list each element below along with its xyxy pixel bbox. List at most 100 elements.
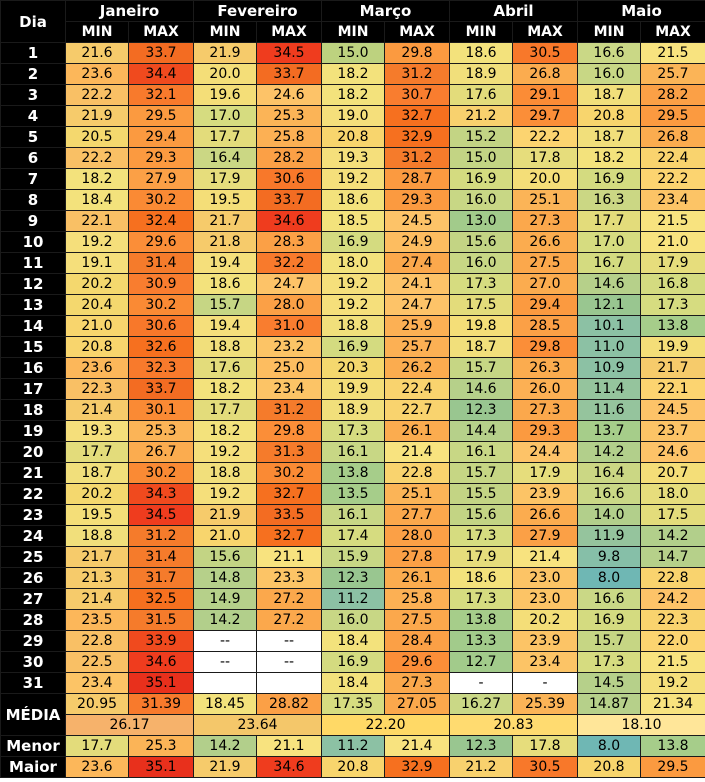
min-temp-cell: 13.8 bbox=[321, 462, 385, 484]
min-temp-cell: -- bbox=[193, 630, 257, 652]
max-temp-cell: 26.1 bbox=[384, 420, 450, 442]
min-temp-cell: 21.0 bbox=[65, 315, 129, 337]
min-temp-cell: 19.2 bbox=[321, 294, 385, 316]
max-temp-cell: 30.2 bbox=[256, 462, 322, 484]
min-temp-cell: 18.2 bbox=[65, 168, 129, 190]
day-number: 12 bbox=[0, 273, 66, 295]
media-cell: 16.27 bbox=[449, 693, 513, 715]
max-temp-cell: 34.6 bbox=[128, 651, 194, 673]
max-temp-cell: 26.8 bbox=[640, 126, 705, 148]
max-temp-cell: 27.4 bbox=[384, 252, 450, 274]
min-temp-cell: 16.6 bbox=[577, 483, 641, 505]
min-temp-cell: 17.7 bbox=[65, 441, 129, 463]
menor-cell: 13.8 bbox=[640, 735, 705, 757]
max-temp-cell: 31.7 bbox=[128, 567, 194, 589]
max-temp-cell: 21.4 bbox=[384, 441, 450, 463]
min-temp-cell: 18.8 bbox=[193, 336, 257, 358]
day-row: 25 21.7 31.4 15.6 21.1 15.9 27.8 17.9 21.4 9.8 14.… bbox=[0, 546, 705, 568]
min-temp-cell: 18.4 bbox=[65, 189, 129, 211]
min-temp-cell: 18.6 bbox=[321, 189, 385, 211]
max-temp-cell: 33.7 bbox=[256, 63, 322, 85]
day-number: 5 bbox=[0, 126, 66, 148]
min-temp-cell: 18.2 bbox=[577, 147, 641, 169]
min-temp-cell: 21.9 bbox=[193, 42, 257, 64]
max-temp-cell: 22.2 bbox=[512, 126, 578, 148]
max-temp-cell: 24.5 bbox=[640, 399, 705, 421]
max-header: MAX bbox=[384, 21, 450, 43]
maior-cell: 34.6 bbox=[256, 756, 322, 778]
maior-cell: 20.8 bbox=[577, 756, 641, 778]
max-temp-cell: 30.2 bbox=[128, 462, 194, 484]
month-header-fevereiro: Fevereiro bbox=[193, 0, 322, 22]
day-number: 9 bbox=[0, 210, 66, 232]
menor-label: Menor bbox=[0, 735, 66, 757]
max-temp-cell: 32.9 bbox=[384, 126, 450, 148]
max-temp-cell: 28.7 bbox=[384, 168, 450, 190]
min-temp-cell: 16.0 bbox=[577, 63, 641, 85]
day-row: 23 19.5 34.5 21.9 33.5 16.1 27.7 15.6 26.6 14.0 17… bbox=[0, 504, 705, 526]
day-number: 31 bbox=[0, 672, 66, 694]
max-temp-cell: 31.4 bbox=[128, 252, 194, 274]
max-temp-cell: 22.4 bbox=[640, 147, 705, 169]
day-number: 3 bbox=[0, 84, 66, 106]
min-temp-cell: 15.6 bbox=[449, 504, 513, 526]
menor-cell: 17.8 bbox=[512, 735, 578, 757]
min-temp-cell: 20.8 bbox=[65, 336, 129, 358]
min-temp-cell: 19.5 bbox=[65, 504, 129, 526]
min-temp-cell: 16.9 bbox=[577, 168, 641, 190]
max-temp-cell: 29.8 bbox=[256, 420, 322, 442]
min-temp-cell: 19.1 bbox=[65, 252, 129, 274]
min-temp-cell: 11.9 bbox=[577, 525, 641, 547]
min-temp-cell: 19.4 bbox=[193, 252, 257, 274]
max-temp-cell: 28.5 bbox=[512, 315, 578, 337]
min-temp-cell: 21.2 bbox=[449, 105, 513, 127]
min-temp-cell: 18.8 bbox=[321, 315, 385, 337]
min-temp-cell: 18.6 bbox=[193, 273, 257, 295]
min-temp-cell: 19.0 bbox=[321, 105, 385, 127]
min-temp-cell: 21.0 bbox=[193, 525, 257, 547]
min-temp-cell: 15.5 bbox=[449, 483, 513, 505]
min-temp-cell: 19.3 bbox=[65, 420, 129, 442]
max-temp-cell: 33.7 bbox=[256, 189, 322, 211]
min-temp-cell: 18.0 bbox=[321, 252, 385, 274]
min-header: MIN bbox=[65, 21, 129, 43]
max-temp-cell: 29.8 bbox=[512, 336, 578, 358]
max-temp-cell: 21.5 bbox=[640, 42, 705, 64]
min-temp-cell: 13.7 bbox=[577, 420, 641, 442]
max-temp-cell: 29.6 bbox=[384, 651, 450, 673]
max-temp-cell: 29.4 bbox=[128, 126, 194, 148]
max-temp-cell: 34.5 bbox=[256, 42, 322, 64]
min-temp-cell: 16.4 bbox=[193, 147, 257, 169]
max-temp-cell: 20.7 bbox=[640, 462, 705, 484]
day-row: 28 23.5 31.5 14.2 27.2 16.0 27.5 13.8 20.2 16.9 22… bbox=[0, 609, 705, 631]
max-temp-cell: 27.8 bbox=[384, 546, 450, 568]
max-temp-cell: 33.7 bbox=[128, 42, 194, 64]
maior-cell: 20.8 bbox=[321, 756, 385, 778]
max-temp-cell: 14.7 bbox=[640, 546, 705, 568]
max-temp-cell: 29.8 bbox=[384, 42, 450, 64]
day-number: 14 bbox=[0, 315, 66, 337]
day-number: 2 bbox=[0, 63, 66, 85]
max-temp-cell: 21.5 bbox=[640, 210, 705, 232]
max-header: MAX bbox=[256, 21, 322, 43]
min-temp-cell: 15.7 bbox=[449, 357, 513, 379]
min-temp-cell: 19.2 bbox=[65, 231, 129, 253]
max-temp-cell: 22.7 bbox=[384, 399, 450, 421]
max-temp-cell: 18.0 bbox=[640, 483, 705, 505]
max-temp-cell: 32.4 bbox=[128, 210, 194, 232]
daily-rows: 1 21.6 33.7 21.9 34.5 15.0 29.8 18.6 30.5 16.6 21.… bbox=[0, 42, 705, 694]
max-temp-cell: 17.9 bbox=[640, 252, 705, 274]
menor-cell: 25.3 bbox=[128, 735, 194, 757]
min-temp-cell: 17.4 bbox=[321, 525, 385, 547]
min-temp-cell: 15.2 bbox=[449, 126, 513, 148]
day-number: 17 bbox=[0, 378, 66, 400]
min-temp-cell: 21.9 bbox=[193, 504, 257, 526]
day-row: 10 19.2 29.6 21.8 28.3 16.9 24.9 15.6 26.6 17.0 21… bbox=[0, 231, 705, 253]
max-header: MAX bbox=[640, 21, 705, 43]
month-header-marco: Março bbox=[321, 0, 450, 22]
min-temp-cell: 16.7 bbox=[577, 252, 641, 274]
min-temp-cell: 17.6 bbox=[193, 357, 257, 379]
min-temp-cell: 16.1 bbox=[449, 441, 513, 463]
max-temp-cell: 26.6 bbox=[512, 231, 578, 253]
max-temp-cell: 33.9 bbox=[128, 630, 194, 652]
